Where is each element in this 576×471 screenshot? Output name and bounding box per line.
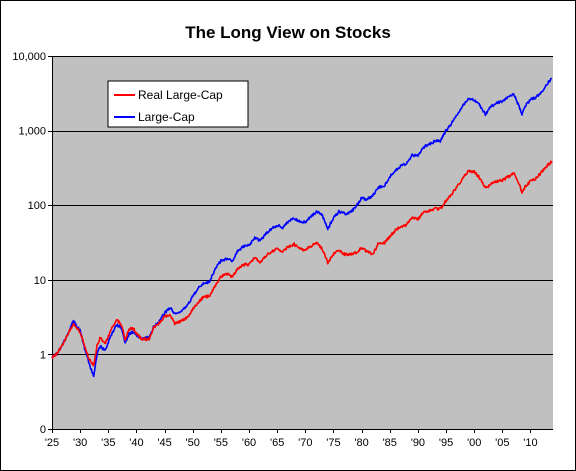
x-tick-label: '05 bbox=[495, 437, 509, 449]
x-tick-label: '65 bbox=[270, 437, 284, 449]
axes bbox=[52, 56, 553, 430]
y-tick-label: 10 bbox=[34, 275, 46, 287]
y-tick-labels: 0 1 10 100 1,000 10,000 bbox=[12, 51, 52, 436]
x-tick-label: '10 bbox=[523, 437, 537, 449]
y-tick-label: 100 bbox=[28, 200, 46, 212]
chart-title: The Long View on Stocks bbox=[185, 23, 391, 42]
x-tick-label: '25 bbox=[45, 437, 59, 449]
x-tick-label: '75 bbox=[326, 437, 340, 449]
x-tick-label: '40 bbox=[129, 437, 143, 449]
x-tick-label: '45 bbox=[157, 437, 171, 449]
x-tick-labels: '25 '30 '35 '40 '45 '50 '55 '60 '65 '70 '75 '80 '85 '… bbox=[45, 429, 538, 449]
legend-label-real-large-cap: Real Large-Cap bbox=[138, 88, 223, 102]
y-tick-label: 1,000 bbox=[18, 126, 46, 138]
x-tick-label: '00 bbox=[467, 437, 481, 449]
x-tick-label: '90 bbox=[411, 437, 425, 449]
x-tick-label: '50 bbox=[186, 437, 200, 449]
y-tick-label: 10,000 bbox=[12, 51, 46, 63]
y-tick-label: 1 bbox=[40, 349, 46, 361]
series-line-large-cap bbox=[51, 77, 553, 378]
x-tick-label: '70 bbox=[298, 437, 312, 449]
x-tick-label: '60 bbox=[242, 437, 256, 449]
series-line-real-large-cap bbox=[51, 160, 553, 367]
legend-box bbox=[107, 80, 249, 128]
x-tick-label: '80 bbox=[354, 437, 368, 449]
y-tick-label: 0 bbox=[40, 424, 46, 436]
x-tick-label: '35 bbox=[101, 437, 115, 449]
x-tick-label: '55 bbox=[214, 437, 228, 449]
gridlines bbox=[52, 56, 553, 355]
x-tick-label: '95 bbox=[439, 437, 453, 449]
legend-label-large-cap: Large-Cap bbox=[138, 110, 195, 124]
series-layer bbox=[51, 77, 553, 378]
x-tick-label: '30 bbox=[73, 437, 87, 449]
legend: Real Large-Cap Large-Cap bbox=[107, 80, 249, 128]
x-tick-label: '85 bbox=[383, 437, 397, 449]
